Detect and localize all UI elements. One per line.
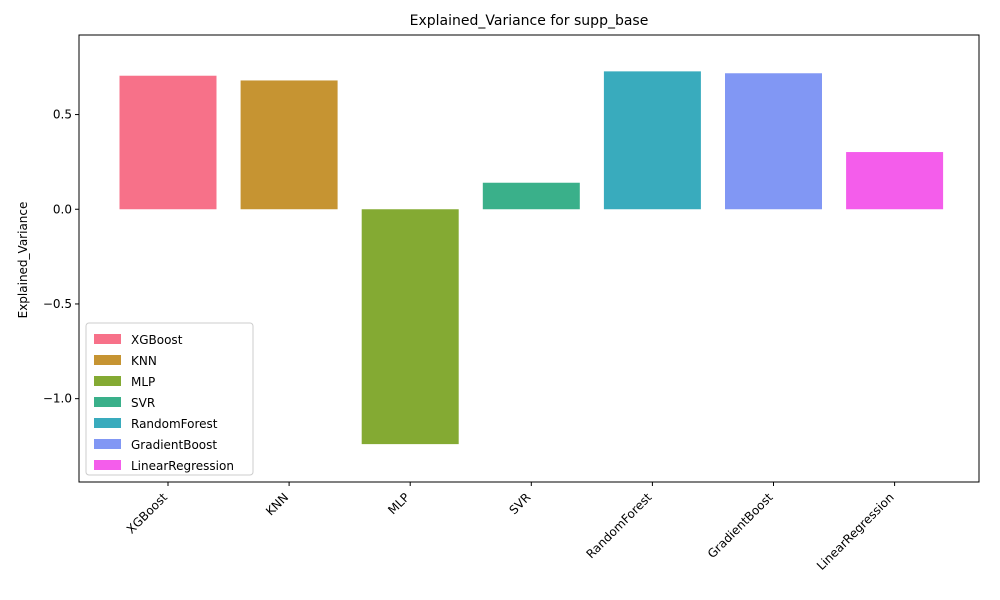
y-tick-label: 0.5	[53, 108, 72, 122]
legend-label: MLP	[131, 375, 155, 389]
x-axis-ticks: XGBoost KNN MLP SVR RandomForest GradientBoos…	[124, 482, 897, 573]
legend-swatch	[94, 460, 121, 470]
legend-swatch	[94, 439, 121, 449]
x-tick-label: XGBoost	[124, 490, 170, 536]
legend-label: RandomForest	[131, 417, 218, 431]
plot-area: −1.0 −0.5 0.0 0.5 XGBoost KNN MLP SVR RandomFor…	[43, 34, 980, 573]
legend-swatch	[94, 397, 121, 407]
bar-xgboost	[119, 75, 217, 210]
y-tick-label: −1.0	[43, 392, 72, 406]
chart-title: Explained_Variance for supp_base	[410, 13, 649, 29]
legend-label: GradientBoost	[131, 438, 217, 452]
legend: XGBoost KNN MLP SVR RandomForest GradientBoos…	[85, 322, 254, 476]
legend-swatch	[94, 355, 121, 365]
x-tick-label: SVR	[506, 490, 533, 517]
legend-box	[85, 322, 254, 476]
legend-swatch	[94, 376, 121, 386]
y-tick-label: 0.0	[53, 202, 72, 216]
bar-randomforest	[603, 71, 701, 210]
bar-knn	[240, 80, 338, 210]
x-tick-label: MLP	[385, 490, 412, 517]
x-tick-label: KNN	[263, 490, 291, 518]
legend-label: SVR	[131, 396, 155, 410]
bar-linearregression	[846, 152, 944, 210]
legend-swatch	[94, 334, 121, 344]
bar-mlp	[361, 209, 459, 445]
plot-frame	[78, 34, 980, 483]
y-tick-label: −0.5	[43, 297, 72, 311]
y-axis-label: Explained_Variance	[16, 202, 30, 319]
legend-label: KNN	[131, 354, 157, 368]
legend-swatch	[94, 418, 121, 428]
x-tick-label: RandomForest	[583, 490, 654, 561]
legend-label: LinearRegression	[131, 459, 234, 473]
bars	[119, 71, 944, 445]
bar-svr	[482, 182, 580, 210]
legend-label: XGBoost	[131, 333, 183, 347]
x-tick-label: LinearRegression	[814, 490, 897, 573]
x-tick-label: GradientBoost	[705, 490, 776, 561]
y-axis-ticks: −1.0 −0.5 0.0 0.5	[43, 108, 79, 406]
bar-gradientboost	[725, 73, 822, 210]
